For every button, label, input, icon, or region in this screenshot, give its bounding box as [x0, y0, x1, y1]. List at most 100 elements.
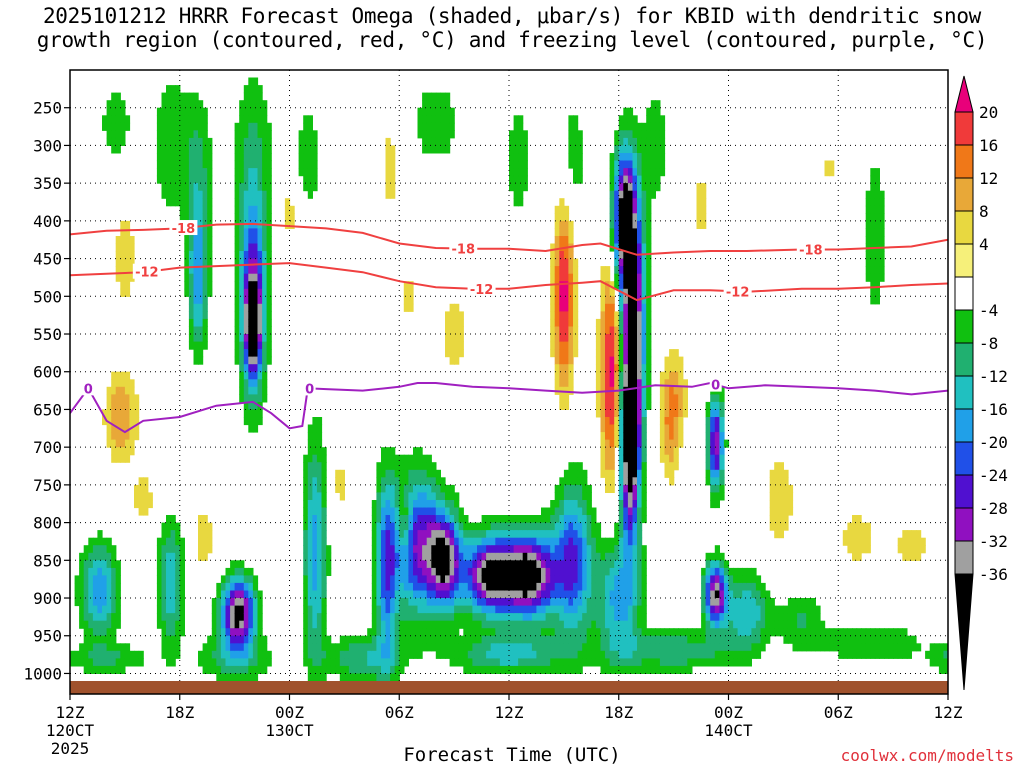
omega-cell — [394, 454, 400, 463]
omega-cell — [637, 605, 643, 614]
omega-cell — [678, 364, 684, 373]
omega-cell — [518, 575, 524, 584]
omega-cell — [751, 575, 757, 584]
omega-cell — [541, 545, 547, 554]
omega-cell — [614, 236, 620, 245]
omega-cell — [641, 409, 647, 418]
omega-cell — [385, 454, 391, 463]
omega-cell — [170, 650, 176, 659]
omega-cell — [710, 605, 716, 614]
omega-cell — [623, 334, 629, 343]
omega-cell — [252, 665, 259, 674]
omega-cell — [614, 537, 620, 546]
omega-cell — [618, 311, 624, 320]
omega-cell — [394, 484, 400, 493]
omega-cell — [554, 364, 560, 373]
omega-cell — [714, 658, 720, 667]
omega-cell — [522, 522, 528, 531]
omega-cell — [477, 552, 483, 561]
omega-cell — [655, 650, 661, 659]
omega-cell — [600, 613, 606, 622]
omega-cell — [88, 613, 94, 622]
omega-cell — [426, 137, 432, 146]
omega-cell — [755, 643, 762, 652]
omega-cell — [445, 560, 451, 569]
omega-cell — [554, 492, 560, 501]
omega-cell — [303, 137, 309, 146]
omega-cell — [440, 515, 446, 524]
omega-cell — [435, 122, 441, 131]
omega-cell — [874, 168, 880, 177]
omega-cell — [207, 190, 213, 199]
omega-cell — [129, 447, 135, 456]
omega-cell — [316, 507, 323, 516]
omega-cell — [820, 620, 826, 629]
omega-cell — [124, 417, 131, 426]
omega-cell — [673, 432, 679, 441]
omega-cell — [193, 107, 199, 116]
omega-cell — [536, 605, 542, 614]
omega-cell — [170, 522, 176, 531]
omega-cell — [600, 620, 606, 629]
omega-cell — [609, 432, 615, 441]
omega-cell — [83, 658, 89, 667]
omega-cell — [252, 205, 259, 214]
omega-cell — [577, 658, 583, 667]
omega-cell — [646, 281, 652, 290]
omega-cell — [641, 620, 647, 629]
colorbar-label: -20 — [979, 433, 1008, 452]
omega-cell — [518, 650, 524, 659]
omega-cell — [769, 484, 775, 493]
omega-cell — [614, 575, 620, 584]
omega-cell — [655, 160, 661, 169]
omega-cell — [632, 220, 638, 229]
omega-cell — [554, 205, 560, 214]
omega-cell — [166, 620, 172, 629]
omega-cell — [701, 205, 707, 214]
omega-cell — [220, 598, 227, 607]
omega-cell — [435, 515, 441, 524]
omega-cell — [435, 492, 441, 501]
omega-cell — [806, 643, 812, 652]
omega-cell — [358, 650, 364, 659]
omega-cell — [394, 658, 400, 667]
omega-cell — [499, 643, 506, 652]
omega-cell — [239, 635, 245, 644]
omega-cell — [399, 454, 405, 463]
omega-cell — [714, 582, 720, 591]
omega-cell — [627, 356, 634, 365]
omega-cell — [207, 145, 213, 154]
omega-cell — [870, 220, 876, 229]
omega-cell — [106, 115, 112, 124]
omega-cell — [472, 537, 478, 546]
omega-cell — [385, 665, 391, 674]
credit-link[interactable]: coolwx.com/modelts — [840, 746, 1014, 765]
omega-cell — [723, 650, 730, 659]
omega-cell — [938, 665, 945, 674]
omega-cell — [207, 266, 213, 275]
omega-cell — [911, 635, 917, 644]
omega-cell — [637, 620, 643, 629]
omega-cell — [865, 266, 871, 275]
omega-cell — [719, 401, 725, 410]
omega-cell — [381, 552, 387, 561]
omega-cell — [115, 432, 121, 441]
omega-cell — [367, 643, 373, 652]
omega-cell — [440, 643, 446, 652]
omega-cell — [97, 605, 103, 614]
omega-cell — [477, 530, 483, 539]
omega-cell — [609, 643, 615, 652]
omega-cell — [161, 153, 167, 162]
omega-cell — [184, 137, 190, 146]
omega-cell — [445, 613, 451, 622]
omega-cell — [179, 160, 185, 169]
omega-cell — [614, 530, 620, 539]
omega-cell — [527, 628, 533, 637]
omega-cell — [509, 168, 515, 177]
omega-cell — [312, 160, 318, 169]
omega-cell — [618, 469, 624, 478]
omega-cell — [321, 665, 327, 674]
omega-cell — [124, 266, 131, 275]
omega-cell — [243, 590, 249, 599]
omega-cell — [454, 311, 460, 320]
